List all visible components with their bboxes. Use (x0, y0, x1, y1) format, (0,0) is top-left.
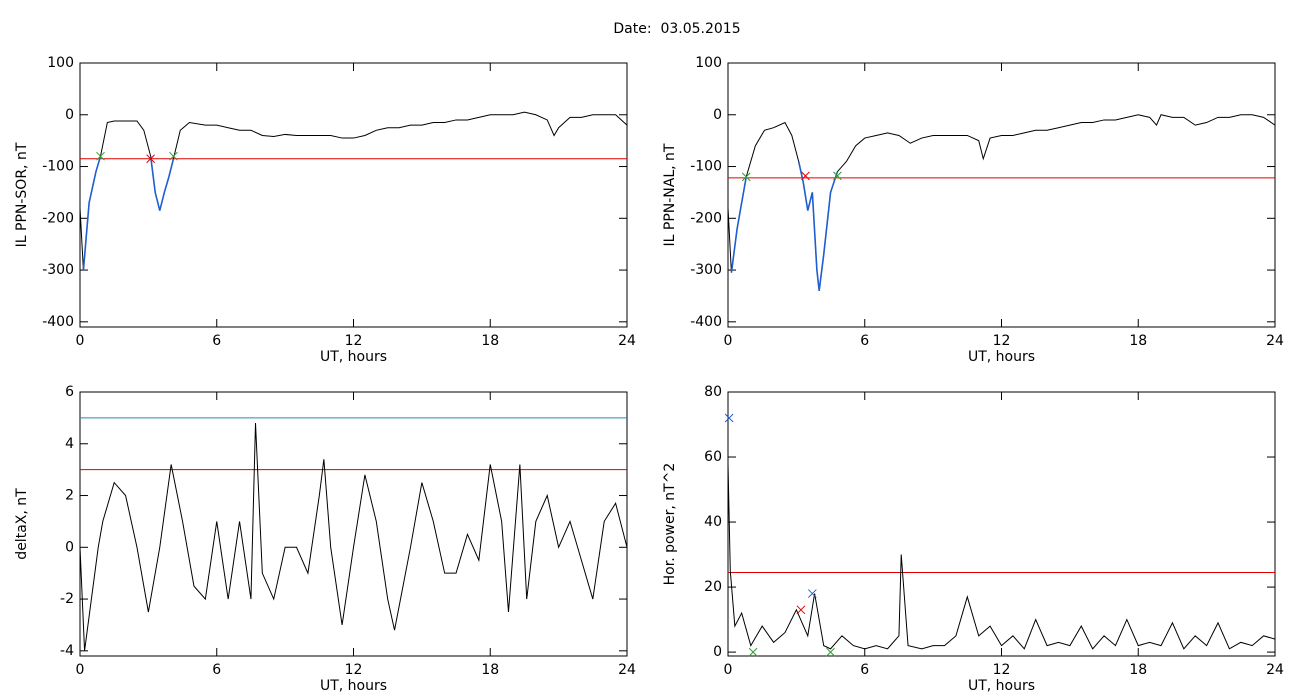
marker (741, 172, 751, 182)
plot-frame (727, 391, 1276, 657)
marker (796, 605, 806, 615)
marker (748, 647, 758, 657)
y-tick-label: 4 (65, 436, 74, 452)
highlight-line (730, 176, 748, 273)
x-tick-label: 6 (212, 333, 221, 349)
x-axis-label: UT, hours (320, 349, 387, 365)
data-line (727, 463, 1276, 650)
y-tick-label: 100 (47, 55, 74, 71)
x-tick-label: 18 (1129, 662, 1147, 678)
y-tick-label: 40 (704, 514, 722, 530)
y-axis-label: IL PPN-NAL, nT (662, 143, 678, 246)
y-tick-label: 100 (695, 55, 722, 71)
x-tick-label: 6 (212, 662, 221, 678)
y-tick-label: -400 (690, 314, 722, 330)
y-tick-label: -200 (690, 210, 722, 226)
y-tick-label: 80 (704, 384, 722, 400)
data-line (79, 423, 628, 651)
plot-frame (727, 62, 1276, 328)
highlight-line (149, 156, 175, 211)
plot-frame (79, 62, 628, 328)
x-tick-label: 0 (76, 333, 85, 349)
highlight-line (797, 161, 839, 291)
y-tick-label: 0 (65, 539, 74, 555)
x-tick-label: 24 (618, 662, 636, 678)
x-tick-label: 6 (860, 333, 869, 349)
y-tick-label: -200 (42, 210, 74, 226)
y-axis-label: IL PPN-SOR, nT (14, 142, 30, 247)
marker (96, 151, 105, 161)
x-tick-label: 0 (76, 662, 85, 678)
y-tick-label: 0 (65, 107, 74, 123)
x-tick-label: 24 (1266, 662, 1284, 678)
x-tick-label: 18 (481, 662, 499, 678)
x-tick-label: 24 (618, 333, 636, 349)
x-tick-label: 12 (345, 662, 363, 678)
y-tick-label: -300 (42, 262, 74, 278)
y-axis-label: Hor. power, nT^2 (662, 463, 678, 586)
x-tick-label: 6 (860, 662, 869, 678)
x-tick-label: 0 (724, 662, 733, 678)
x-tick-label: 12 (345, 333, 363, 349)
x-tick-label: 24 (1266, 333, 1284, 349)
y-tick-label: -400 (42, 314, 74, 330)
y-tick-label: 0 (713, 644, 722, 660)
marker (833, 171, 842, 181)
y-tick-label: -100 (690, 159, 722, 175)
y-tick-label: -300 (690, 262, 722, 278)
y-axis-label: deltaX, nT (14, 488, 30, 560)
highlight-line (82, 155, 102, 271)
y-tick-label: 2 (65, 488, 74, 504)
x-tick-label: 18 (481, 333, 499, 349)
y-tick-label: 6 (65, 384, 74, 400)
marker (724, 413, 734, 423)
x-tick-label: 12 (993, 662, 1011, 678)
marker (801, 171, 810, 181)
y-tick-label: 20 (704, 579, 722, 595)
x-axis-label: UT, hours (968, 349, 1035, 365)
figure-title: Date: 03.05.2015 (613, 21, 740, 37)
marker (826, 647, 835, 657)
x-axis-label: UT, hours (320, 678, 387, 694)
marker (807, 589, 817, 598)
marker (169, 151, 178, 161)
y-tick-label: 0 (713, 107, 722, 123)
x-tick-label: 0 (724, 333, 733, 349)
y-tick-label: -4 (60, 643, 74, 659)
x-tick-label: 12 (993, 333, 1011, 349)
x-tick-label: 18 (1129, 333, 1147, 349)
y-tick-label: -2 (60, 591, 74, 607)
plot-frame (79, 391, 628, 657)
y-tick-label: 60 (704, 449, 722, 465)
data-line (79, 111, 628, 271)
y-tick-label: -100 (42, 159, 74, 175)
x-axis-label: UT, hours (968, 678, 1035, 694)
marker (146, 154, 156, 164)
